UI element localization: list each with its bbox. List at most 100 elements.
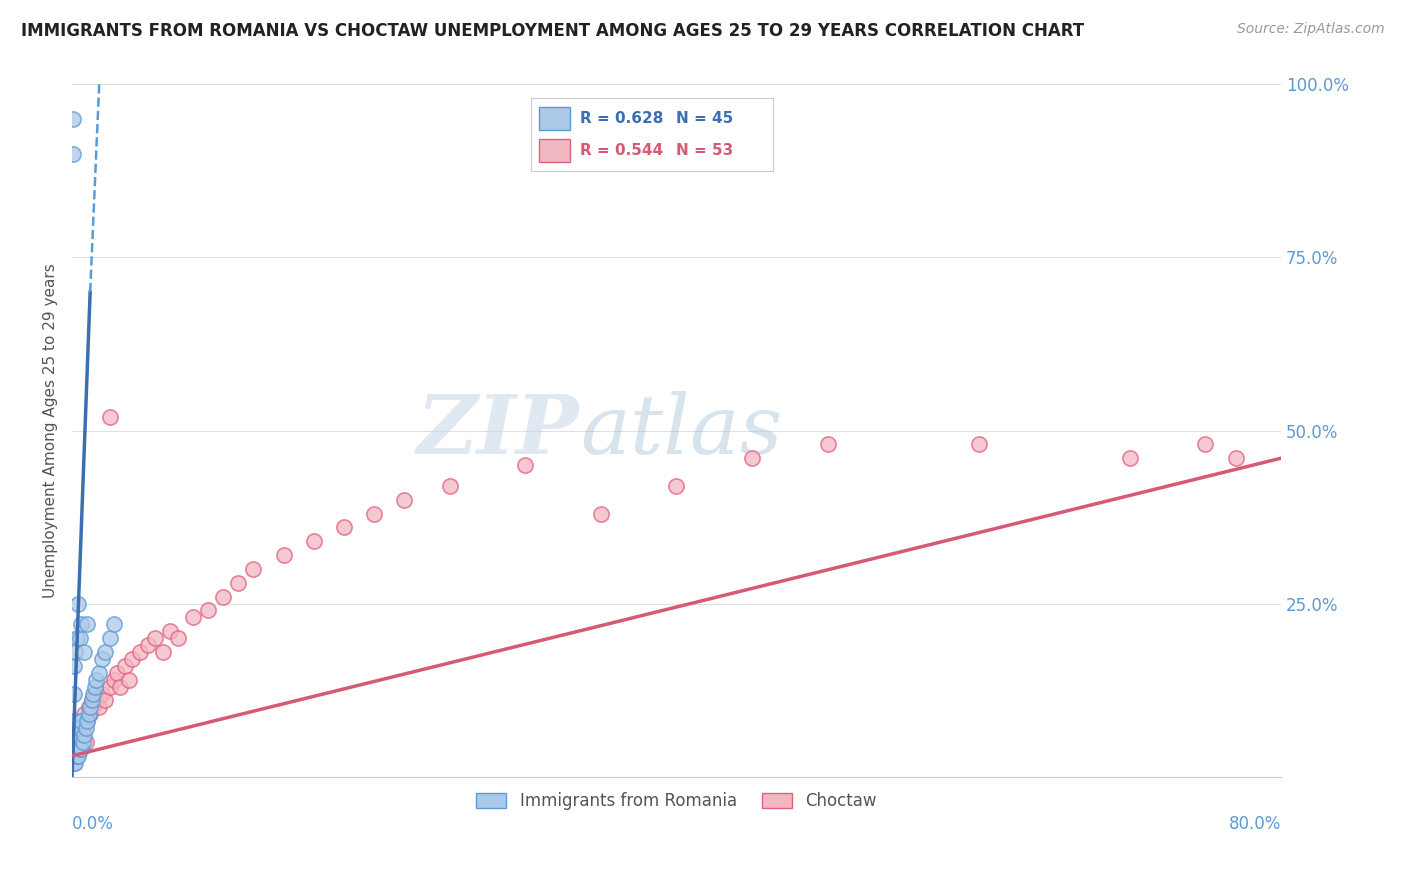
Point [72, 721, 94, 735]
Point [273, 548, 295, 562]
Point [665, 479, 688, 493]
Point [83, 687, 105, 701]
Point [363, 507, 385, 521]
Point [67, 728, 90, 742]
Point [63, 714, 86, 729]
Point [439, 479, 461, 493]
Point [589, 507, 612, 521]
Point [62, 728, 84, 742]
Legend: Immigrants from Romania, Choctaw: Immigrants from Romania, Choctaw [470, 786, 883, 817]
Point [152, 645, 174, 659]
Point [69, 728, 91, 742]
Text: ZIP: ZIP [418, 391, 579, 471]
Point [143, 631, 166, 645]
Point [98, 409, 121, 424]
Point [69, 721, 91, 735]
Point [967, 437, 990, 451]
Point [181, 610, 204, 624]
Text: 80.0%: 80.0% [1229, 814, 1281, 833]
Point [84, 693, 107, 707]
Point [70, 714, 93, 729]
Point [79, 700, 101, 714]
Point [94, 693, 117, 707]
Point [212, 590, 235, 604]
Point [80, 693, 103, 707]
Point [105, 665, 128, 680]
Point [65, 631, 87, 645]
Point [62, 756, 84, 770]
Point [63, 728, 86, 742]
Point [741, 451, 763, 466]
Point [73, 707, 96, 722]
Point [77, 707, 100, 722]
Point [333, 520, 356, 534]
Point [63, 748, 86, 763]
Point [75, 721, 97, 735]
Point [80, 693, 103, 707]
Point [65, 748, 87, 763]
Point [817, 437, 839, 451]
Point [82, 700, 104, 714]
Text: IMMIGRANTS FROM ROMANIA VS CHOCTAW UNEMPLOYMENT AMONG AGES 25 TO 29 YEARS CORREL: IMMIGRANTS FROM ROMANIA VS CHOCTAW UNEMP… [21, 22, 1084, 40]
Point [63, 742, 86, 756]
Point [77, 700, 100, 714]
Point [65, 735, 87, 749]
Point [394, 492, 416, 507]
Point [515, 458, 537, 472]
Point [67, 597, 90, 611]
Point [103, 673, 125, 687]
Point [63, 645, 86, 659]
Point [84, 673, 107, 687]
Point [63, 735, 86, 749]
Point [242, 562, 264, 576]
Point [76, 617, 98, 632]
Point [1119, 451, 1142, 466]
Point [63, 728, 86, 742]
Point [94, 645, 117, 659]
Point [1225, 451, 1247, 466]
Point [121, 652, 143, 666]
Point [62, 742, 84, 756]
Point [75, 735, 97, 749]
Text: 0.0%: 0.0% [72, 814, 114, 833]
Point [103, 617, 125, 632]
Point [129, 645, 152, 659]
Point [79, 707, 101, 722]
Point [73, 728, 96, 742]
Point [63, 756, 86, 770]
Point [226, 575, 249, 590]
Point [70, 714, 93, 729]
Point [70, 617, 93, 632]
Point [65, 735, 87, 749]
Point [69, 742, 91, 756]
Text: atlas: atlas [579, 391, 782, 471]
Text: Source: ZipAtlas.com: Source: ZipAtlas.com [1237, 22, 1385, 37]
Point [62, 146, 84, 161]
Point [76, 714, 98, 729]
Point [62, 687, 84, 701]
Point [70, 742, 93, 756]
Point [166, 631, 188, 645]
Point [159, 624, 181, 639]
Point [62, 714, 84, 729]
Point [1194, 437, 1216, 451]
Point [98, 680, 121, 694]
Point [98, 631, 121, 645]
Point [76, 714, 98, 729]
Point [89, 700, 111, 714]
Point [91, 652, 114, 666]
Point [114, 658, 136, 673]
Point [67, 721, 90, 735]
Point [62, 742, 84, 756]
Point [62, 658, 84, 673]
Point [83, 680, 105, 694]
Point [82, 687, 104, 701]
Point [62, 112, 84, 126]
Point [89, 665, 111, 680]
Point [110, 680, 132, 694]
Point [67, 748, 90, 763]
Point [91, 687, 114, 701]
Y-axis label: Unemployment Among Ages 25 to 29 years: Unemployment Among Ages 25 to 29 years [44, 263, 58, 598]
Point [73, 645, 96, 659]
Point [302, 534, 325, 549]
